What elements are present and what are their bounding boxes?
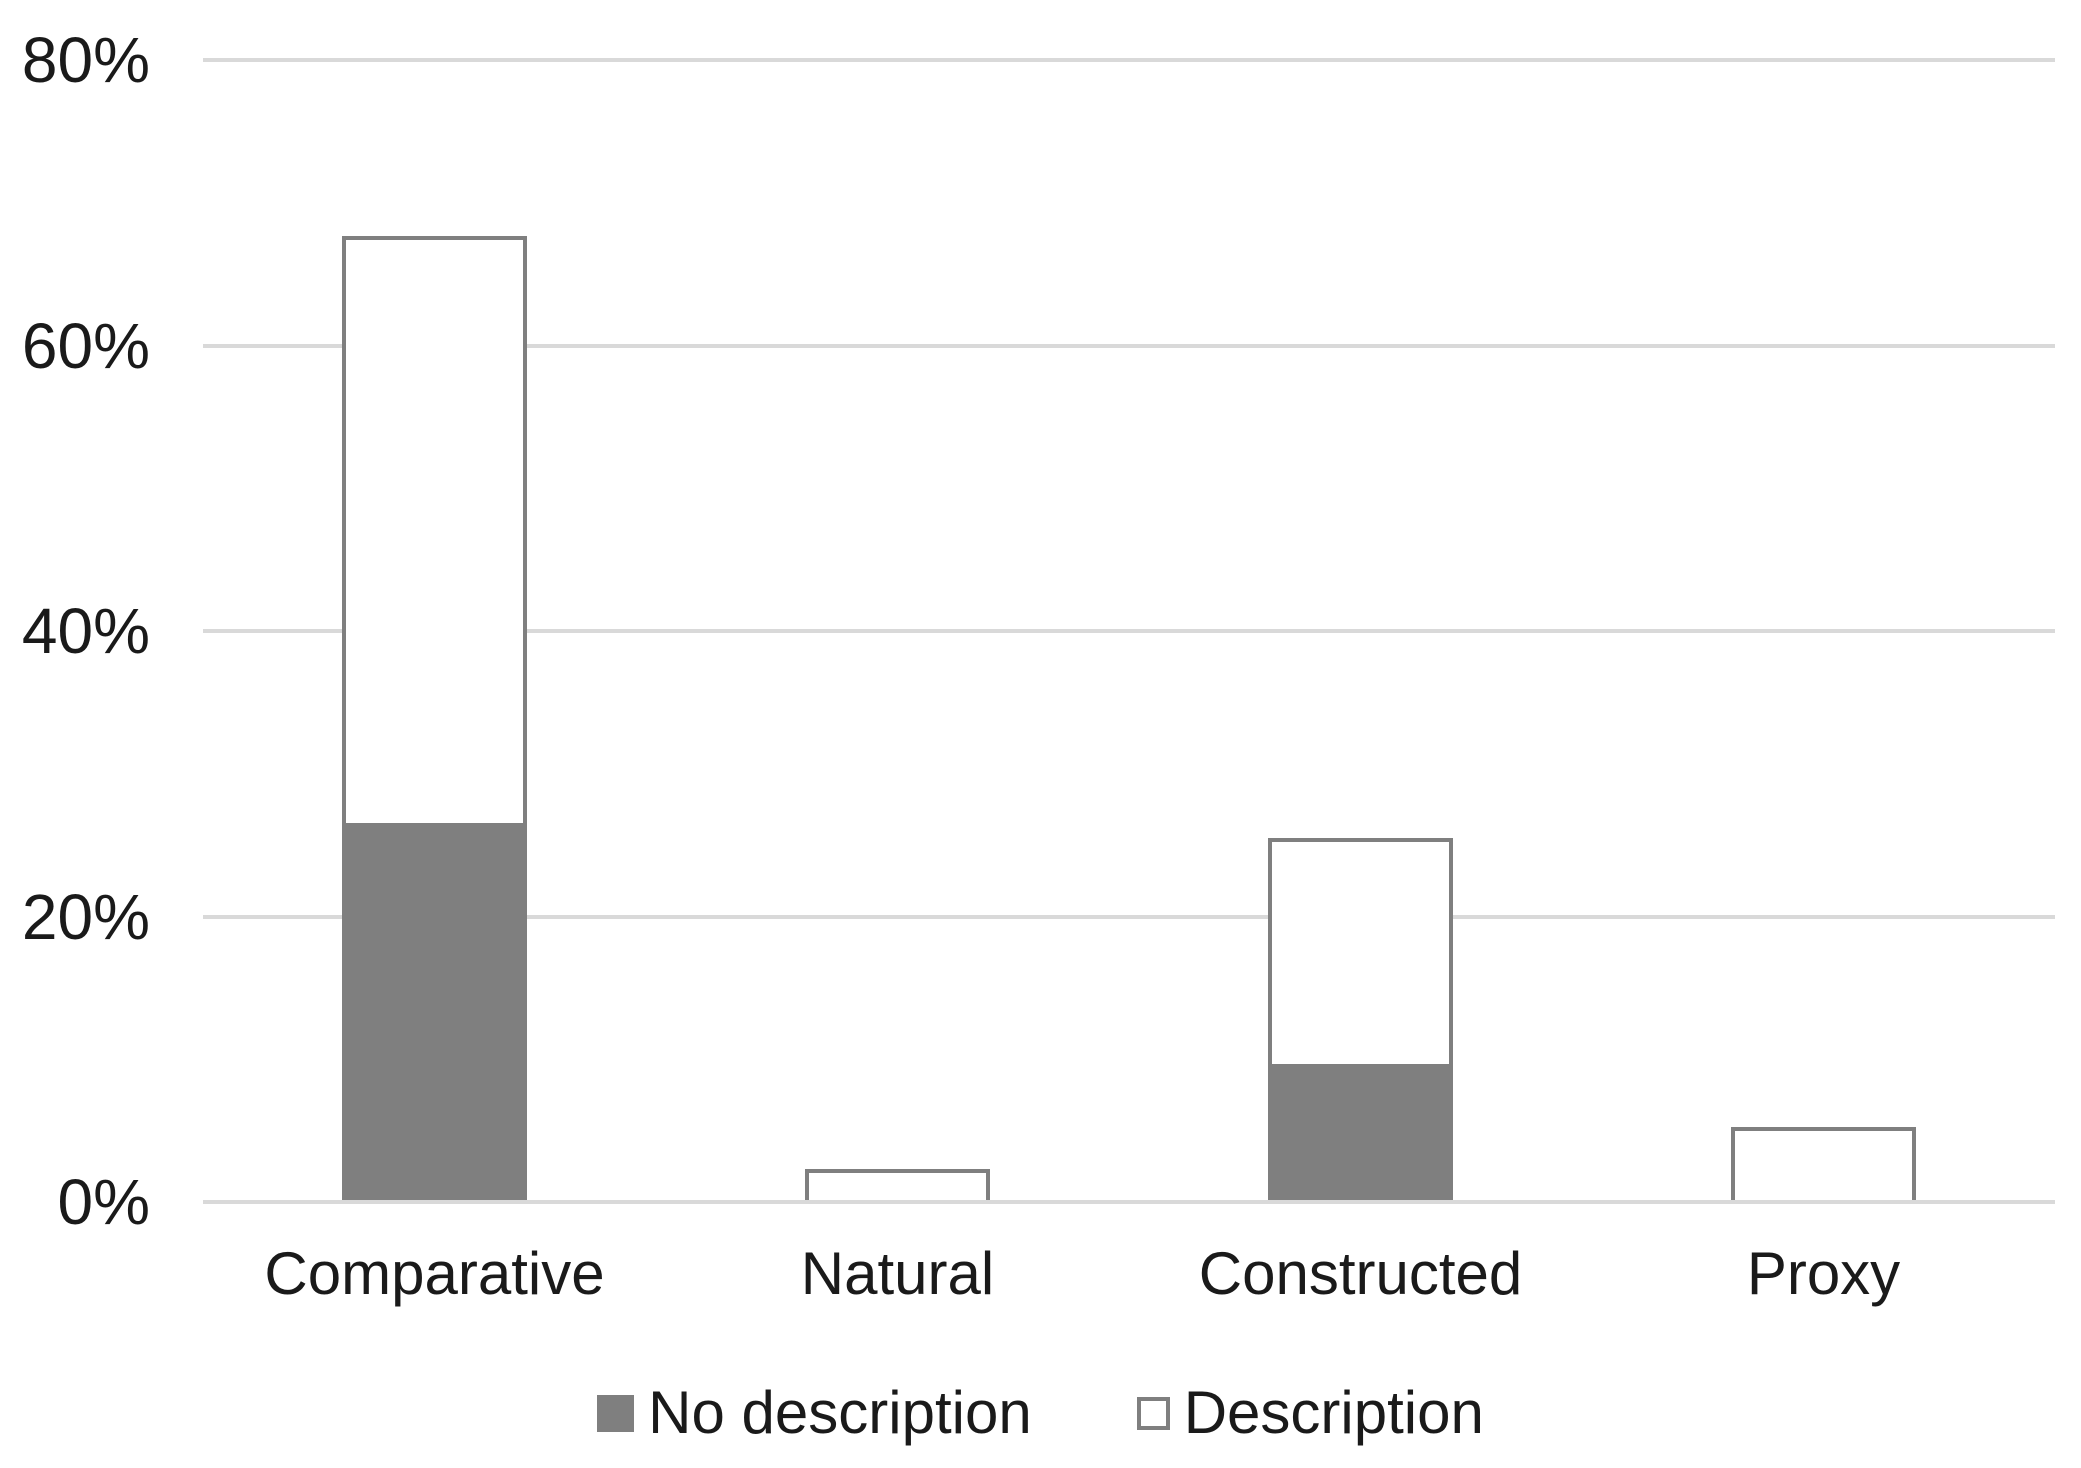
bar-segment-proxy-description	[1731, 1127, 1916, 1200]
y-tick-label-40%: 40%	[21, 595, 150, 667]
bar-segment-natural-description	[805, 1169, 990, 1200]
x-axis-line	[203, 1200, 2055, 1204]
y-tick-label-60%: 60%	[21, 310, 150, 382]
legend-label-description: Description	[1183, 1379, 1484, 1446]
category-label-comparative: Comparative	[264, 1240, 605, 1307]
bar-segment-comparative-no-description	[342, 823, 527, 1200]
category-label-constructed: Constructed	[1198, 1240, 1523, 1307]
description-swatch-icon	[1136, 1396, 1170, 1430]
gridline-40%	[203, 629, 2055, 633]
bar-segment-constructed-no-description	[1268, 1064, 1453, 1200]
category-label-proxy: Proxy	[1746, 1240, 1901, 1307]
category-label-natural: Natural	[800, 1240, 995, 1307]
y-tick-label-80%: 80%	[21, 24, 150, 96]
bar-segment-comparative-description	[342, 236, 527, 823]
legend: No description Description	[0, 1376, 2081, 1450]
legend-label-no-description: No description	[648, 1379, 1032, 1446]
gridline-60%	[203, 344, 2055, 348]
y-tick-label-0%: 0%	[57, 1166, 151, 1238]
gridline-20%	[203, 915, 2055, 919]
bar-segment-constructed-description	[1268, 838, 1453, 1064]
legend-item-description: Description	[1136, 1377, 1484, 1449]
gridline-80%	[203, 58, 2055, 62]
y-tick-label-20%: 20%	[21, 881, 150, 953]
legend-item-no-description: No description	[597, 1377, 1032, 1449]
no-description-swatch-icon	[597, 1394, 635, 1432]
